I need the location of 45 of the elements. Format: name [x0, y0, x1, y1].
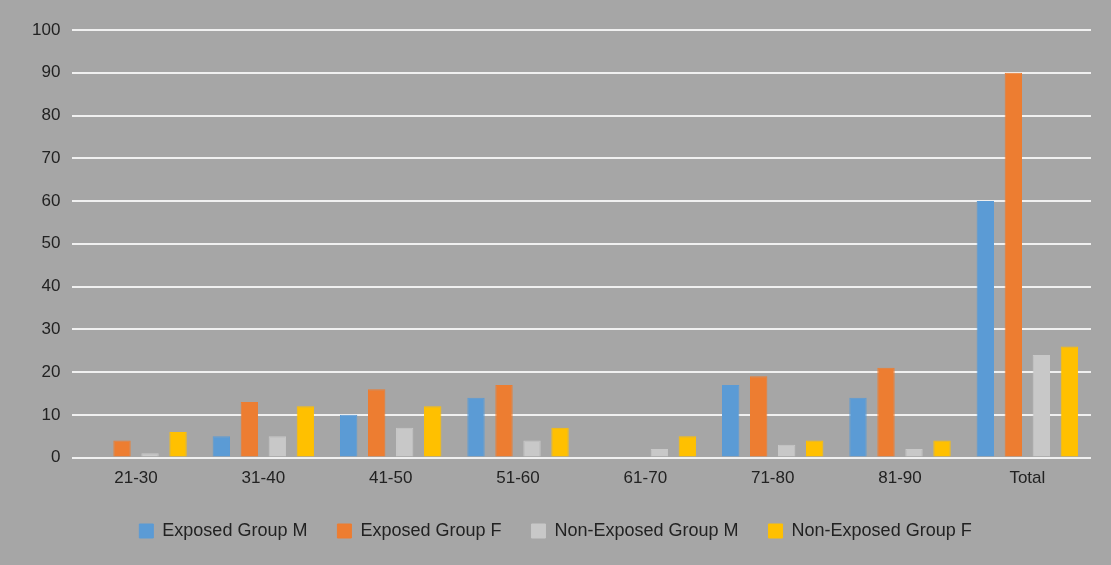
y-tick-label: 60	[41, 190, 61, 210]
bar	[212, 436, 231, 457]
bar	[721, 384, 740, 457]
y-tick-label: 0	[50, 447, 61, 467]
bar	[339, 414, 358, 457]
x-tick-label: 71-80	[750, 468, 795, 488]
y-tick-label: 50	[41, 233, 61, 253]
bar	[296, 406, 315, 457]
bar	[877, 367, 895, 457]
bar	[467, 397, 485, 457]
bar	[976, 201, 994, 457]
bar	[1004, 72, 1023, 457]
bar	[678, 436, 697, 457]
bar	[1060, 346, 1079, 457]
x-tick-label: Total	[1009, 468, 1046, 488]
x-tick-label: 31-40	[241, 468, 286, 488]
bar	[849, 397, 867, 457]
bar	[424, 406, 442, 457]
y-tick-label: 90	[41, 62, 61, 82]
bar	[368, 389, 386, 457]
bar	[169, 431, 187, 457]
legend-label: Non-Exposed Group F	[791, 519, 972, 540]
bar	[240, 402, 259, 457]
y-tick-label: 40	[41, 276, 61, 296]
legend-label: Non-Exposed Group M	[554, 519, 739, 540]
y-tick-label: 100	[31, 19, 61, 39]
x-tick-label: 51-60	[496, 468, 540, 488]
bar	[749, 376, 768, 457]
bar	[551, 427, 569, 457]
bar	[268, 436, 287, 457]
x-tick-label: 21-30	[114, 468, 158, 488]
bar	[141, 453, 159, 457]
x-tick-label: 81-90	[878, 468, 922, 488]
bar	[905, 449, 923, 457]
bar	[1032, 354, 1051, 457]
y-tick-label: 30	[41, 319, 61, 339]
y-tick-label: 70	[41, 147, 61, 167]
bar	[396, 427, 414, 457]
y-tick-label: 20	[41, 361, 61, 381]
legend-label: Exposed Group F	[360, 519, 502, 540]
legend-label: Exposed Group M	[162, 519, 308, 540]
x-tick-label: 61-70	[623, 468, 668, 488]
y-tick-label: 10	[41, 404, 61, 424]
x-tick-label: 41-50	[368, 468, 413, 488]
y-tick-label: 80	[41, 105, 61, 125]
